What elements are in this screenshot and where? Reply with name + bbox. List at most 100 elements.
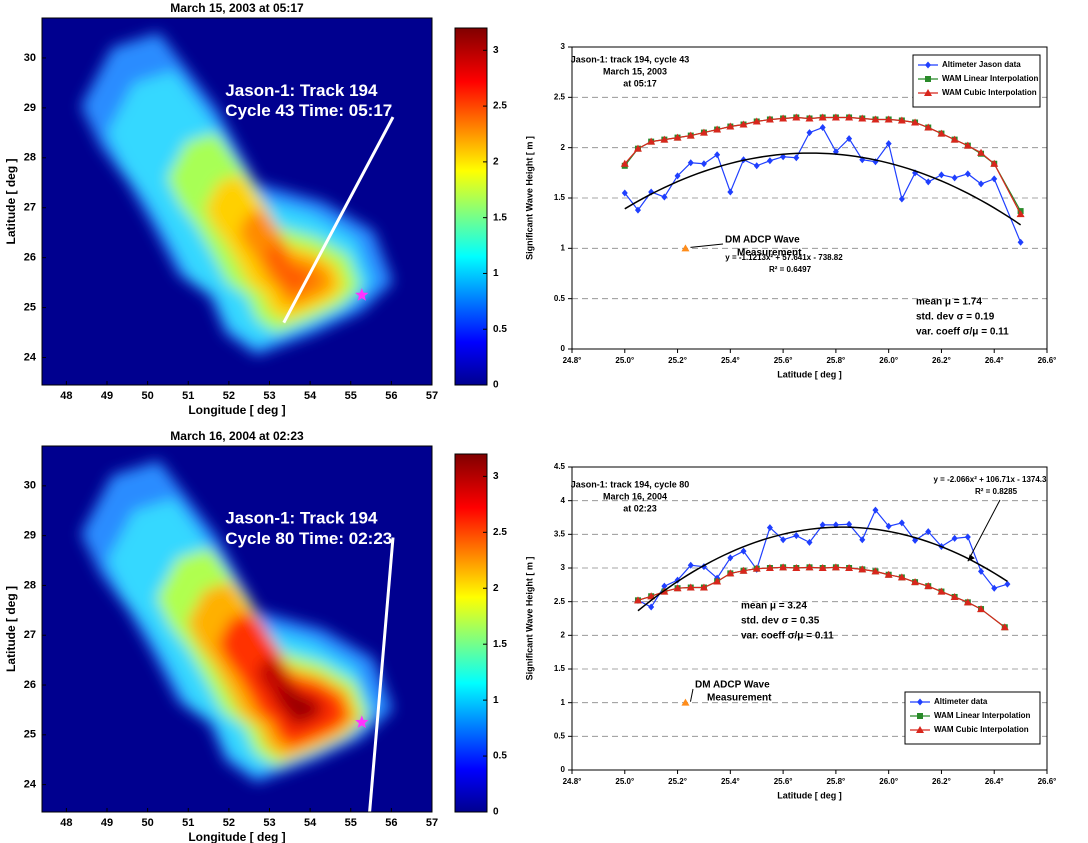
x-tick-label: 25.6° bbox=[774, 356, 793, 365]
marker bbox=[978, 567, 985, 575]
series-line bbox=[624, 116, 1022, 212]
y-tick-label: 1 bbox=[561, 698, 566, 707]
marker bbox=[660, 135, 669, 143]
legend-label: WAM Cubic Interpolation bbox=[942, 88, 1037, 97]
marker bbox=[916, 726, 924, 733]
colorbar-tick-label: 1.5 bbox=[493, 212, 507, 223]
x-tick-label: 51 bbox=[182, 817, 194, 829]
x-tick-label: 53 bbox=[263, 390, 275, 402]
satellite-track bbox=[282, 116, 395, 324]
statistic: std. dev σ = 0.35 bbox=[741, 616, 820, 627]
marker bbox=[871, 567, 880, 575]
x-tick-label: 50 bbox=[142, 817, 154, 829]
legend-label: WAM Linear Interpolation bbox=[942, 74, 1039, 83]
y-tick-label: 25 bbox=[24, 729, 36, 741]
x-tick-label: 51 bbox=[182, 390, 194, 402]
series-line bbox=[637, 566, 1006, 628]
chart-info: at 02:23 bbox=[623, 503, 657, 513]
marker bbox=[925, 178, 932, 186]
series-line bbox=[624, 126, 1022, 243]
marker bbox=[819, 521, 826, 529]
x-axis-label: Latitude [ deg ] bbox=[777, 790, 842, 800]
marker bbox=[713, 125, 722, 133]
marker bbox=[686, 583, 695, 591]
y-tick-label: 30 bbox=[24, 480, 36, 492]
marker bbox=[727, 554, 734, 562]
marker bbox=[951, 174, 958, 182]
wave-field bbox=[81, 32, 393, 356]
marker bbox=[990, 159, 999, 167]
x-tick-label: 26.2° bbox=[932, 777, 951, 786]
marker bbox=[845, 564, 854, 571]
colorbar-tick-label: 0 bbox=[493, 380, 499, 391]
marker bbox=[687, 561, 694, 569]
marker bbox=[1004, 580, 1011, 588]
marker bbox=[917, 698, 923, 706]
trendline bbox=[624, 152, 1022, 226]
marker bbox=[661, 582, 668, 590]
y-tick-label: 29 bbox=[24, 102, 36, 114]
x-tick-label: 57 bbox=[426, 390, 438, 402]
x-axis-label: Longitude [ deg ] bbox=[188, 403, 285, 417]
x-tick-label: 25.6° bbox=[774, 777, 793, 786]
marker bbox=[806, 538, 813, 546]
colorbar-tick-label: 1 bbox=[493, 695, 499, 706]
y-tick-label: 0 bbox=[561, 765, 566, 774]
marker bbox=[859, 536, 866, 544]
marker bbox=[739, 566, 748, 574]
marker bbox=[924, 89, 932, 96]
marker bbox=[898, 195, 905, 203]
field-layer bbox=[281, 685, 314, 718]
reference-label: Measurement bbox=[737, 248, 802, 259]
marker bbox=[911, 118, 920, 126]
y-axis-label: Significant Wave Height [ m ] bbox=[524, 136, 534, 260]
marker bbox=[911, 578, 920, 586]
marker bbox=[753, 162, 760, 170]
y-tick-label: 4 bbox=[561, 496, 566, 505]
plot-frame bbox=[571, 46, 1048, 350]
marker bbox=[792, 113, 801, 121]
y-tick-label: 26 bbox=[24, 252, 36, 264]
series-line bbox=[624, 116, 1022, 215]
colorbar-tick-label: 0.5 bbox=[493, 324, 507, 335]
statistic: std. dev σ = 0.19 bbox=[916, 312, 995, 323]
colorbar-tick-label: 2 bbox=[493, 157, 499, 168]
y-tick-label: 24 bbox=[24, 779, 37, 791]
marker bbox=[950, 592, 959, 600]
y-axis-label: Significant Wave Height [ m ] bbox=[524, 557, 534, 681]
chart-title: March 15, 2003 at 05:17 bbox=[170, 1, 304, 15]
marker bbox=[991, 175, 998, 183]
legend-label: Altimeter Jason data bbox=[942, 60, 1021, 69]
marker bbox=[740, 547, 747, 555]
y-tick-label: 27 bbox=[24, 629, 36, 641]
x-tick-label: 26.6° bbox=[1038, 356, 1057, 365]
marker bbox=[963, 598, 972, 606]
chart-info: March 16, 2004 bbox=[603, 491, 667, 501]
marker bbox=[681, 698, 690, 706]
marker bbox=[924, 123, 933, 131]
x-tick-label: 26.2° bbox=[932, 356, 951, 365]
x-tick-label: 57 bbox=[426, 817, 438, 829]
plot-frame bbox=[41, 17, 433, 386]
marker bbox=[805, 563, 814, 571]
marker bbox=[925, 76, 931, 82]
chart-info: Jason-1: track 194, cycle 80 bbox=[571, 479, 690, 489]
y-tick-label: 28 bbox=[24, 152, 36, 164]
x-tick-label: 26.0° bbox=[879, 356, 898, 365]
marker bbox=[917, 713, 923, 719]
arrow bbox=[967, 499, 1001, 562]
marker bbox=[885, 522, 892, 530]
colorbar-tick-label: 1.5 bbox=[493, 639, 507, 650]
marker bbox=[673, 584, 682, 592]
marker bbox=[831, 113, 840, 121]
marker bbox=[699, 583, 708, 591]
marker bbox=[806, 129, 813, 137]
x-tick-label: 56 bbox=[385, 817, 397, 829]
marker bbox=[674, 172, 681, 180]
trendline-equation: y = -2.066x² + 106.71x - 1374.3 bbox=[934, 475, 1048, 484]
marker bbox=[686, 131, 695, 139]
plot-frame bbox=[571, 466, 1048, 771]
x-axis-label: Latitude [ deg ] bbox=[777, 369, 842, 379]
marker bbox=[681, 244, 690, 252]
marker bbox=[885, 140, 892, 148]
